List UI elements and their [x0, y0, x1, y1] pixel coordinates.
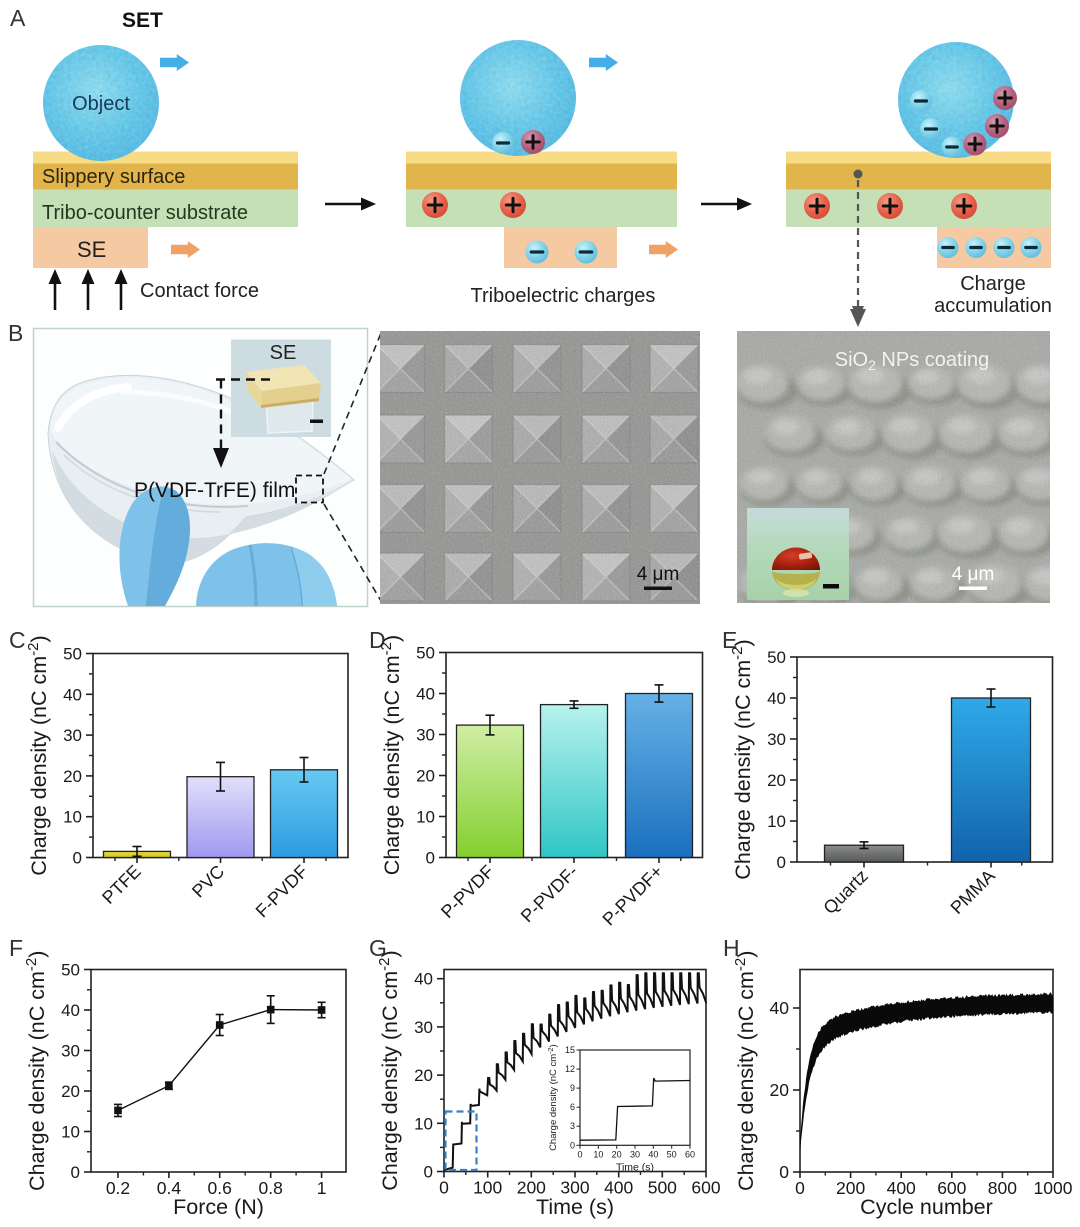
svg-text:H: H	[723, 935, 740, 961]
svg-text:10: 10	[61, 1123, 80, 1142]
svg-text:12: 12	[565, 1064, 575, 1074]
svg-text:Contact force: Contact force	[140, 280, 259, 302]
svg-text:Charge density (nC cm-2): Charge density (nC cm-2)	[729, 639, 755, 879]
svg-text:20: 20	[61, 1082, 80, 1101]
svg-text:0: 0	[439, 1178, 449, 1198]
svg-text:40: 40	[767, 689, 786, 708]
svg-text:60: 60	[685, 1149, 695, 1159]
svg-text:E: E	[722, 627, 737, 653]
svg-text:30: 30	[61, 1042, 80, 1061]
svg-text:300: 300	[560, 1178, 589, 1198]
svg-text:accumulation: accumulation	[934, 295, 1052, 317]
svg-text:0: 0	[426, 849, 435, 868]
svg-text:40: 40	[61, 1001, 80, 1020]
svg-text:C: C	[9, 627, 26, 653]
svg-text:10: 10	[767, 812, 786, 831]
svg-text:6: 6	[570, 1102, 575, 1112]
svg-text:4 μm: 4 μm	[952, 564, 995, 585]
svg-text:50: 50	[667, 1149, 677, 1159]
svg-text:A: A	[10, 5, 26, 31]
svg-text:Time (s): Time (s)	[616, 1161, 654, 1173]
svg-text:50: 50	[61, 961, 80, 980]
svg-text:0.2: 0.2	[106, 1178, 130, 1198]
svg-text:40: 40	[416, 685, 435, 704]
svg-text:Charge density (nC cm-2): Charge density (nC cm-2)	[25, 635, 51, 875]
svg-text:Slippery surface: Slippery surface	[42, 166, 185, 188]
svg-text:40: 40	[648, 1149, 658, 1159]
svg-text:P(VDF-TrFE) film: P(VDF-TrFE) film	[134, 479, 295, 502]
svg-text:400: 400	[887, 1178, 916, 1198]
svg-text:20: 20	[416, 767, 435, 786]
svg-text:0: 0	[570, 1140, 575, 1150]
svg-text:30: 30	[630, 1149, 640, 1159]
svg-text:D: D	[369, 627, 386, 653]
svg-text:1000: 1000	[1034, 1178, 1073, 1198]
svg-text:15: 15	[565, 1045, 575, 1055]
svg-text:600: 600	[691, 1178, 720, 1198]
svg-text:0: 0	[73, 849, 82, 868]
svg-text:0.8: 0.8	[259, 1178, 283, 1198]
svg-text:30: 30	[63, 726, 82, 745]
svg-text:Triboelectric charges: Triboelectric charges	[471, 285, 656, 307]
svg-text:40: 40	[414, 970, 433, 989]
svg-text:Cycle number: Cycle number	[860, 1195, 993, 1219]
svg-text:40: 40	[63, 685, 82, 704]
svg-text:30: 30	[416, 726, 435, 745]
svg-text:Force (N): Force (N)	[173, 1195, 264, 1219]
svg-text:F: F	[9, 935, 23, 961]
svg-text:800: 800	[988, 1178, 1017, 1198]
svg-text:500: 500	[648, 1178, 677, 1198]
svg-text:4 μm: 4 μm	[637, 564, 680, 585]
svg-text:0.4: 0.4	[157, 1178, 182, 1198]
svg-text:0: 0	[777, 853, 786, 872]
svg-text:SET: SET	[122, 9, 163, 32]
svg-text:Charge: Charge	[960, 273, 1026, 295]
svg-text:SiO2 NPs coating: SiO2 NPs coating	[835, 349, 990, 373]
svg-text:G: G	[369, 935, 387, 961]
svg-text:100: 100	[473, 1178, 502, 1198]
svg-text:Tribo-counter substrate: Tribo-counter substrate	[42, 202, 248, 224]
svg-text:Charge density (nC cm-2): Charge density (nC cm-2)	[376, 950, 402, 1190]
svg-text:Object: Object	[72, 93, 130, 115]
svg-text:0: 0	[71, 1163, 80, 1182]
svg-text:20: 20	[767, 771, 786, 790]
svg-text:1: 1	[317, 1178, 327, 1198]
svg-text:50: 50	[767, 648, 786, 667]
svg-text:Charge density (nC cm-2): Charge density (nC cm-2)	[732, 951, 758, 1191]
svg-text:Charge density (nC cm-2): Charge density (nC cm-2)	[548, 1044, 559, 1151]
svg-text:9: 9	[570, 1083, 575, 1093]
svg-text:Charge density (nC cm-2): Charge density (nC cm-2)	[378, 635, 404, 875]
svg-text:20: 20	[770, 1080, 790, 1100]
svg-text:10: 10	[416, 808, 435, 827]
svg-text:40: 40	[770, 998, 790, 1018]
svg-text:SE: SE	[77, 237, 106, 262]
svg-text:10: 10	[63, 808, 82, 827]
svg-text:50: 50	[416, 644, 435, 663]
svg-text:0: 0	[795, 1178, 805, 1198]
svg-text:3: 3	[570, 1121, 575, 1131]
svg-text:400: 400	[604, 1178, 633, 1198]
svg-text:20: 20	[63, 767, 82, 786]
svg-text:30: 30	[414, 1018, 433, 1037]
svg-text:0: 0	[424, 1163, 433, 1182]
svg-text:10: 10	[414, 1114, 433, 1133]
svg-text:10: 10	[593, 1149, 603, 1159]
svg-text:0: 0	[577, 1149, 582, 1159]
svg-text:30: 30	[767, 730, 786, 749]
svg-text:Charge density (nC cm-2): Charge density (nC cm-2)	[23, 951, 49, 1191]
svg-text:B: B	[8, 320, 23, 346]
svg-text:600: 600	[937, 1178, 966, 1198]
svg-text:50: 50	[63, 645, 82, 664]
svg-text:20: 20	[612, 1149, 622, 1159]
svg-text:200: 200	[836, 1178, 865, 1198]
svg-text:200: 200	[517, 1178, 546, 1198]
svg-text:0: 0	[779, 1162, 789, 1182]
svg-text:SE: SE	[270, 342, 297, 364]
svg-text:0.6: 0.6	[208, 1178, 232, 1198]
svg-text:Time (s): Time (s)	[536, 1195, 614, 1219]
svg-text:20: 20	[414, 1066, 433, 1085]
